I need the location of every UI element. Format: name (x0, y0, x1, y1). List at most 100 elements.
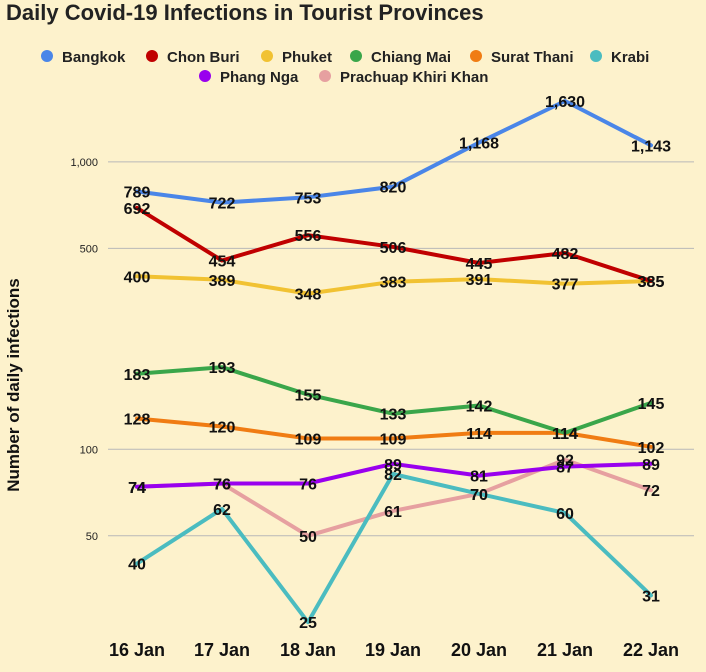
legend-swatch (199, 70, 211, 82)
legend-item: Bangkok (41, 49, 126, 66)
data-label: 385 (638, 274, 665, 291)
legend-item: Chiang Mai (350, 49, 451, 66)
x-tick-label: 20 Jan (451, 640, 507, 660)
legend-item: Surat Thani (470, 49, 574, 66)
data-label: 145 (638, 396, 665, 413)
legend-item: Chon Buri (146, 49, 240, 66)
data-label: 445 (466, 256, 493, 273)
data-label: 31 (642, 588, 660, 605)
data-label: 74 (128, 480, 146, 497)
legend-swatch (470, 50, 482, 62)
data-label: 40 (128, 557, 146, 574)
data-label: 72 (642, 483, 660, 500)
legend-swatch (41, 50, 53, 62)
y-axis-ticks: 50 100 500 1,000 (70, 157, 98, 543)
y-axis-label: Number of daily infections (4, 278, 23, 491)
data-label: 142 (466, 399, 493, 416)
data-label: 193 (209, 360, 236, 377)
data-label: 81 (470, 469, 488, 486)
data-label: 400 (124, 269, 151, 286)
legend-label: Prachuap Khiri Khan (340, 69, 488, 86)
data-label: 76 (299, 477, 317, 494)
y-tick-label: 500 (80, 243, 98, 255)
x-tick-label: 17 Jan (194, 640, 250, 660)
x-tick-label: 21 Jan (537, 640, 593, 660)
y-tick-label: 1,000 (70, 157, 98, 169)
data-label: 1,630 (545, 94, 585, 111)
data-label: 74 (128, 480, 146, 497)
legend-swatch (319, 70, 331, 82)
data-label: 62 (213, 502, 231, 519)
data-label: 89 (642, 457, 660, 474)
legend: Bangkok Chon Buri Phuket Chiang Mai Surat Th… (41, 49, 649, 86)
data-label: 114 (552, 426, 578, 443)
data-label: 385 (638, 274, 665, 291)
data-label: 377 (552, 277, 579, 294)
legend-item: Phang Nga (199, 69, 299, 86)
data-label: 87 (556, 460, 574, 477)
data-label: 1,143 (631, 138, 671, 155)
series-line (135, 365, 653, 435)
legend-label: Bangkok (62, 49, 126, 66)
series-line (135, 205, 653, 283)
data-label: 722 (209, 196, 236, 213)
legend-label: Krabi (611, 49, 649, 66)
y-tick-label: 100 (80, 444, 98, 456)
legend-label: Surat Thani (491, 49, 574, 66)
data-label: 482 (552, 246, 579, 263)
data-label: 82 (384, 467, 402, 484)
data-label: 70 (470, 487, 488, 504)
data-label: 348 (295, 287, 322, 304)
data-label: 109 (295, 432, 322, 449)
data-labels: 789 722 753 820 1,168 1,630 1,143 692 454 556 506 4… (124, 94, 671, 632)
legend-label: Chon Buri (167, 49, 240, 66)
data-label: 692 (124, 201, 151, 218)
legend-label: Phang Nga (220, 69, 299, 86)
data-label: 820 (380, 180, 407, 197)
data-label: 383 (380, 275, 407, 292)
x-tick-label: 19 Jan (365, 640, 421, 660)
data-label: 556 (295, 228, 322, 245)
legend-swatch (350, 50, 362, 62)
data-label: 389 (209, 273, 236, 290)
x-axis-ticks: 16 Jan 17 Jan 18 Jan 19 Jan 20 Jan 21 Jan 22 J… (109, 640, 679, 660)
series-line (135, 472, 653, 625)
data-label: 89 (384, 457, 402, 474)
x-tick-label: 18 Jan (280, 640, 336, 660)
data-label: 76 (213, 477, 231, 494)
legend-item: Phuket (261, 49, 332, 66)
data-label: 61 (384, 504, 402, 521)
legend-label: Phuket (282, 49, 332, 66)
data-label: 128 (124, 411, 151, 428)
data-label: 102 (638, 440, 665, 457)
series-line (135, 461, 653, 489)
data-label: 1,168 (459, 136, 499, 153)
data-label: 183 (124, 367, 151, 384)
data-label: 60 (556, 506, 574, 523)
legend-swatch (261, 50, 273, 62)
legend-label: Chiang Mai (371, 49, 451, 66)
data-label: 76 (213, 477, 231, 494)
data-label: 753 (295, 190, 322, 207)
x-tick-label: 22 Jan (623, 640, 679, 660)
data-label: 25 (299, 615, 317, 632)
data-label: 133 (380, 407, 407, 424)
legend-swatch (146, 50, 158, 62)
data-label: 454 (209, 253, 236, 270)
data-label: 391 (466, 272, 493, 289)
data-label: 92 (556, 453, 574, 470)
data-label: 120 (209, 420, 236, 437)
legend-item: Krabi (590, 49, 649, 66)
data-label: 789 (124, 185, 151, 202)
data-label: 70 (470, 487, 488, 504)
series-lines (135, 99, 653, 625)
data-label: 155 (295, 388, 322, 405)
data-label: 114 (552, 426, 578, 443)
chart-title: Daily Covid-19 Infections in Tourist Pro… (6, 0, 484, 25)
data-label: 50 (299, 529, 317, 546)
legend-swatch (590, 50, 602, 62)
y-tick-label: 50 (86, 531, 98, 543)
legend-item: Prachuap Khiri Khan (319, 69, 488, 86)
x-tick-label: 16 Jan (109, 640, 165, 660)
